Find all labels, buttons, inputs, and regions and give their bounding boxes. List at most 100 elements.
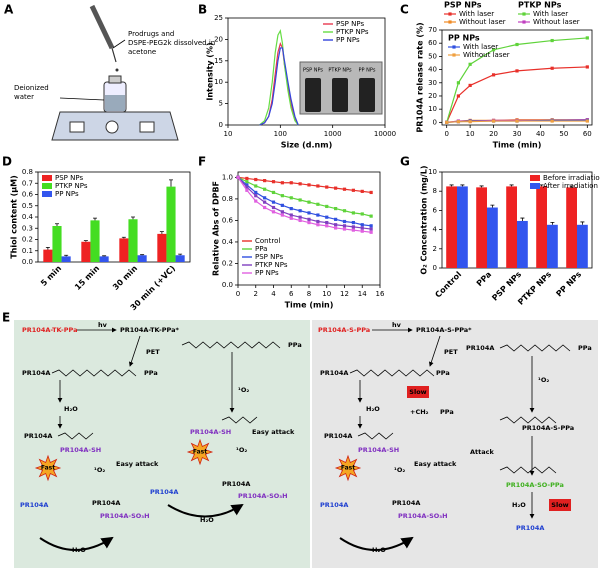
data-point xyxy=(334,223,338,227)
plot-frame xyxy=(227,17,386,126)
data-point xyxy=(280,203,284,207)
error-bar xyxy=(131,216,135,220)
legend-label: PTKP NPs xyxy=(255,261,288,269)
bar xyxy=(157,233,167,262)
pointer xyxy=(59,97,105,101)
bar xyxy=(577,224,588,268)
bar xyxy=(547,224,558,268)
scheme-label: Attack xyxy=(470,448,494,456)
scheme-bg-left xyxy=(14,320,310,568)
data-point xyxy=(515,69,519,73)
error-bar xyxy=(64,254,69,257)
data-point xyxy=(456,120,461,124)
bar xyxy=(476,187,487,268)
data-point xyxy=(298,218,302,223)
legend-swatch xyxy=(42,183,52,189)
data-point xyxy=(271,190,276,195)
scheme-label: H₂O xyxy=(512,501,526,509)
scheme-label: ¹O₂ xyxy=(94,466,105,474)
data-point xyxy=(316,184,320,188)
error-bar xyxy=(580,221,585,225)
legend-label: PSP NPs xyxy=(255,253,283,261)
data-point xyxy=(316,219,320,224)
data-point xyxy=(307,220,311,225)
burst xyxy=(334,454,362,482)
y-axis-label: Thiol content (μM) xyxy=(10,175,19,259)
scheme-bg-right xyxy=(312,320,598,568)
data-point xyxy=(491,73,496,77)
data-point xyxy=(236,175,240,179)
error-bar xyxy=(102,255,107,257)
scheme-label: PPa xyxy=(578,344,592,352)
bar xyxy=(536,186,547,268)
data-point xyxy=(307,211,311,215)
series-line xyxy=(237,176,372,217)
box xyxy=(549,499,571,511)
data-point xyxy=(254,190,258,195)
data-point xyxy=(342,209,347,213)
scheme-label: PR104A-SH xyxy=(190,428,231,436)
scheme-label: hv xyxy=(98,321,108,329)
scheme-label: PR104A-S-PPa* xyxy=(416,326,472,334)
inset-vial xyxy=(305,78,321,112)
y-tick-label: 70 xyxy=(428,26,437,34)
bar xyxy=(487,207,498,268)
button xyxy=(69,121,85,133)
y-tick-label: 8 xyxy=(433,187,437,195)
data-point xyxy=(271,205,276,210)
x-tick-label: 30 min xyxy=(111,264,139,292)
data-point xyxy=(271,180,276,184)
error-bar xyxy=(159,231,164,234)
data-point xyxy=(360,189,364,193)
scheme-label: PR104A-S-PPa xyxy=(522,424,574,432)
panel-label: E xyxy=(2,311,10,325)
y-tick-label: 1.0 xyxy=(222,173,233,181)
data-point xyxy=(254,184,258,188)
legend-marker xyxy=(452,45,456,49)
bar xyxy=(166,186,176,262)
data-point xyxy=(280,194,284,198)
data-point xyxy=(271,200,276,204)
scheme-label: PET xyxy=(146,348,160,356)
bar xyxy=(43,249,53,262)
legend-label: PSP NPs xyxy=(55,174,83,182)
y-tick-label: 20 xyxy=(428,92,437,100)
bond xyxy=(51,369,137,377)
scheme-label: H₂O xyxy=(72,546,86,554)
data-point xyxy=(334,206,338,211)
reagent-label: Prodrugs and xyxy=(128,30,174,38)
x-tick-label: 8 xyxy=(307,290,311,298)
bar xyxy=(81,241,91,262)
scheme-label: PPa xyxy=(288,341,302,349)
x-tick-label: 12 xyxy=(340,290,349,298)
data-point xyxy=(307,183,311,187)
data-point xyxy=(351,228,355,232)
bar xyxy=(128,219,138,262)
data-point xyxy=(245,180,249,184)
data-point xyxy=(360,223,364,227)
legend-label: PTKP NPs xyxy=(55,182,88,190)
y-tick-label: 4 xyxy=(433,226,438,234)
y-tick-label: 0.4 xyxy=(222,238,234,246)
scheme-label: PR104A xyxy=(24,432,52,440)
legend-label: PP NPs xyxy=(55,190,79,198)
x-axis-label: Size (d.nm) xyxy=(281,141,332,150)
error-bar xyxy=(93,217,97,221)
scheme-label: H₂O xyxy=(366,405,380,413)
scheme-badge: Slow xyxy=(409,388,426,396)
data-point xyxy=(550,66,554,70)
y-tick-label: 30 xyxy=(428,79,437,87)
needle xyxy=(111,47,117,63)
x-tick-label: PP NPs xyxy=(554,270,583,299)
y-tick-label: 0 xyxy=(219,121,223,129)
y-tick-label: 0.6 xyxy=(222,216,234,224)
y-axis-label: PR104A release rate (%) xyxy=(416,22,425,132)
scheme-label: PR104A xyxy=(516,524,544,532)
legend-marker xyxy=(452,53,456,57)
scheme-label: PR104A xyxy=(320,369,348,377)
data-point xyxy=(263,196,267,200)
vial-neck xyxy=(108,75,122,84)
legend-marker xyxy=(522,12,526,16)
y-tick-label: 0.2 xyxy=(22,236,33,244)
scheme-label: PR104A-TK-PPa* xyxy=(120,326,179,334)
